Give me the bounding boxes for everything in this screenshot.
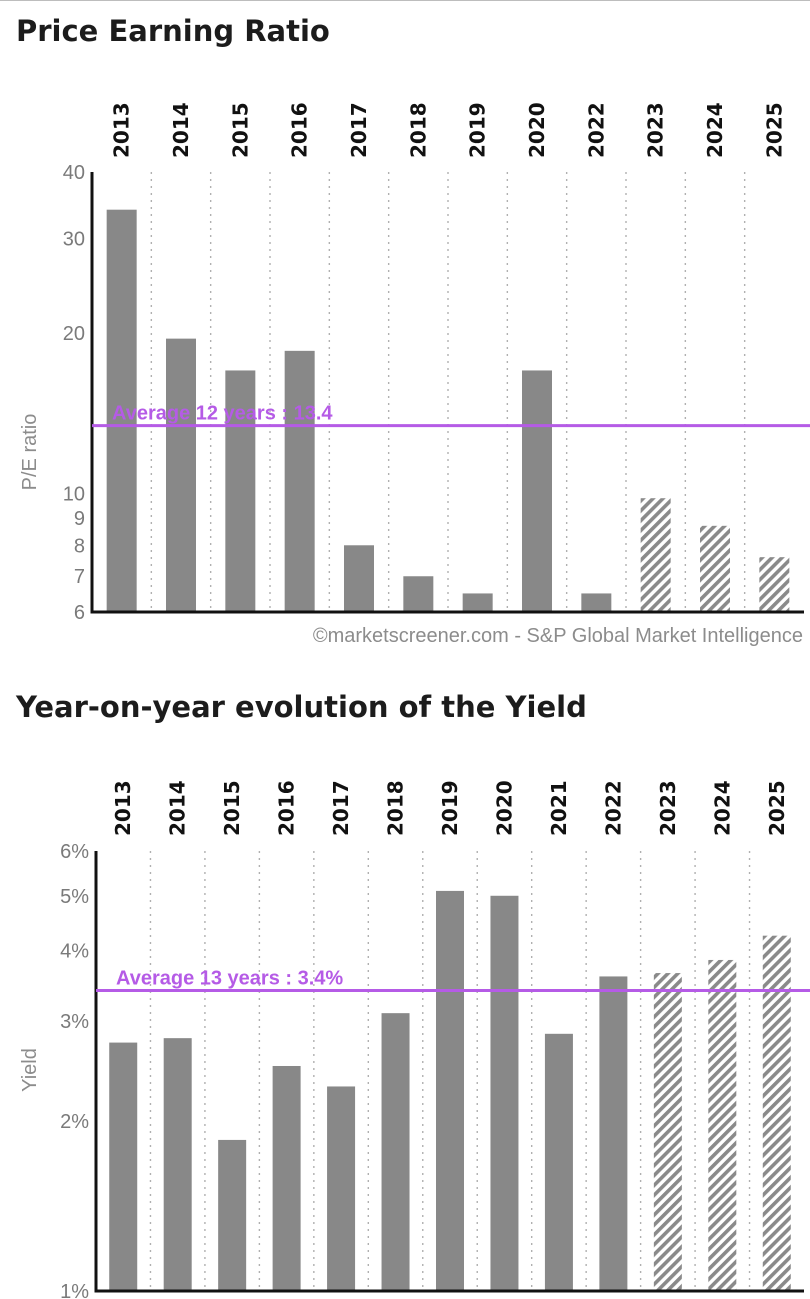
y-tick-label: 1% <box>60 1281 89 1299</box>
year-label: 2024 <box>710 780 734 836</box>
year-label: 2023 <box>644 102 668 158</box>
y-tick-label: 2% <box>60 1111 89 1133</box>
year-label: 2019 <box>438 780 462 836</box>
y-tick-label: 5% <box>60 886 89 908</box>
year-label: 2013 <box>111 780 135 836</box>
y-tick-label: 7 <box>74 566 85 588</box>
year-label: 2015 <box>228 102 252 158</box>
year-label: 2016 <box>288 102 312 158</box>
y-tick-label: 10 <box>63 484 85 506</box>
year-label: 2018 <box>384 780 408 836</box>
bar <box>327 1086 356 1291</box>
yield-section-title: Year-on-year evolution of the Yield <box>16 690 587 724</box>
forecast-bar <box>759 557 790 612</box>
y-tick-label: 9 <box>74 508 85 530</box>
bar <box>163 1038 192 1291</box>
y-tick-label: 8 <box>74 535 85 557</box>
year-label: 2016 <box>275 780 299 836</box>
bar <box>462 593 493 612</box>
year-label: 2014 <box>166 780 190 836</box>
bar <box>522 370 552 612</box>
year-label: 2025 <box>762 102 786 158</box>
bar <box>581 593 612 612</box>
forecast-bar <box>708 959 737 1291</box>
y-tick-label: 3% <box>60 1011 89 1033</box>
year-label: 2013 <box>110 102 134 158</box>
bar <box>436 890 464 1291</box>
bar <box>218 1139 247 1291</box>
y-tick-label: 6% <box>60 841 89 863</box>
year-label: 2019 <box>466 102 490 158</box>
year-label: 2014 <box>169 102 193 158</box>
average-label: Average 12 years : 13.4 <box>112 403 333 425</box>
pe-ratio-chart: 2013 2014 2015 2016 2017 2018 2019 2020 2022 2023… <box>19 102 810 647</box>
forecast-bar <box>653 973 682 1291</box>
bar <box>544 1033 573 1291</box>
y-tick-label: 6 <box>74 602 85 624</box>
year-label: 2024 <box>703 102 727 158</box>
bar <box>272 1065 301 1291</box>
year-label: 2015 <box>220 780 244 836</box>
bar <box>109 1042 138 1291</box>
year-label: 2025 <box>765 780 789 836</box>
y-tick-label: 40 <box>63 162 85 184</box>
bar <box>599 976 628 1291</box>
bar <box>344 545 374 612</box>
forecast-bar <box>700 525 730 612</box>
year-label: 2017 <box>329 780 353 836</box>
y-axis-title: P/E ratio <box>19 414 41 491</box>
pe-section-title: Price Earning Ratio <box>16 14 330 48</box>
yield-chart: 2013 2014 2015 2016 2017 2018 2019 2020 2021 2022… <box>19 780 810 1299</box>
forecast-bar <box>762 935 791 1291</box>
bar <box>403 576 434 612</box>
year-label: 2021 <box>547 780 571 836</box>
bar <box>225 370 256 612</box>
bar <box>106 209 137 612</box>
bar <box>166 338 196 612</box>
source-credit: ©marketscreener.com - S&P Global Market … <box>313 625 803 647</box>
year-label: 2022 <box>601 780 625 836</box>
average-label: Average 13 years : 3.4% <box>116 967 343 989</box>
year-label: 2022 <box>584 102 608 158</box>
y-axis-title: Yield <box>19 1048 41 1092</box>
y-tick-label: 20 <box>63 323 85 345</box>
y-tick-label: 30 <box>63 229 85 251</box>
year-label: 2023 <box>656 780 680 836</box>
year-label: 2020 <box>525 102 549 158</box>
year-label: 2017 <box>347 102 371 158</box>
y-tick-label: 4% <box>60 941 89 963</box>
top-divider <box>0 0 810 1</box>
year-label: 2018 <box>406 102 430 158</box>
bar <box>284 350 315 612</box>
bar <box>490 895 519 1291</box>
forecast-bar <box>640 498 671 612</box>
year-label: 2020 <box>492 780 516 836</box>
bar <box>381 1013 410 1291</box>
